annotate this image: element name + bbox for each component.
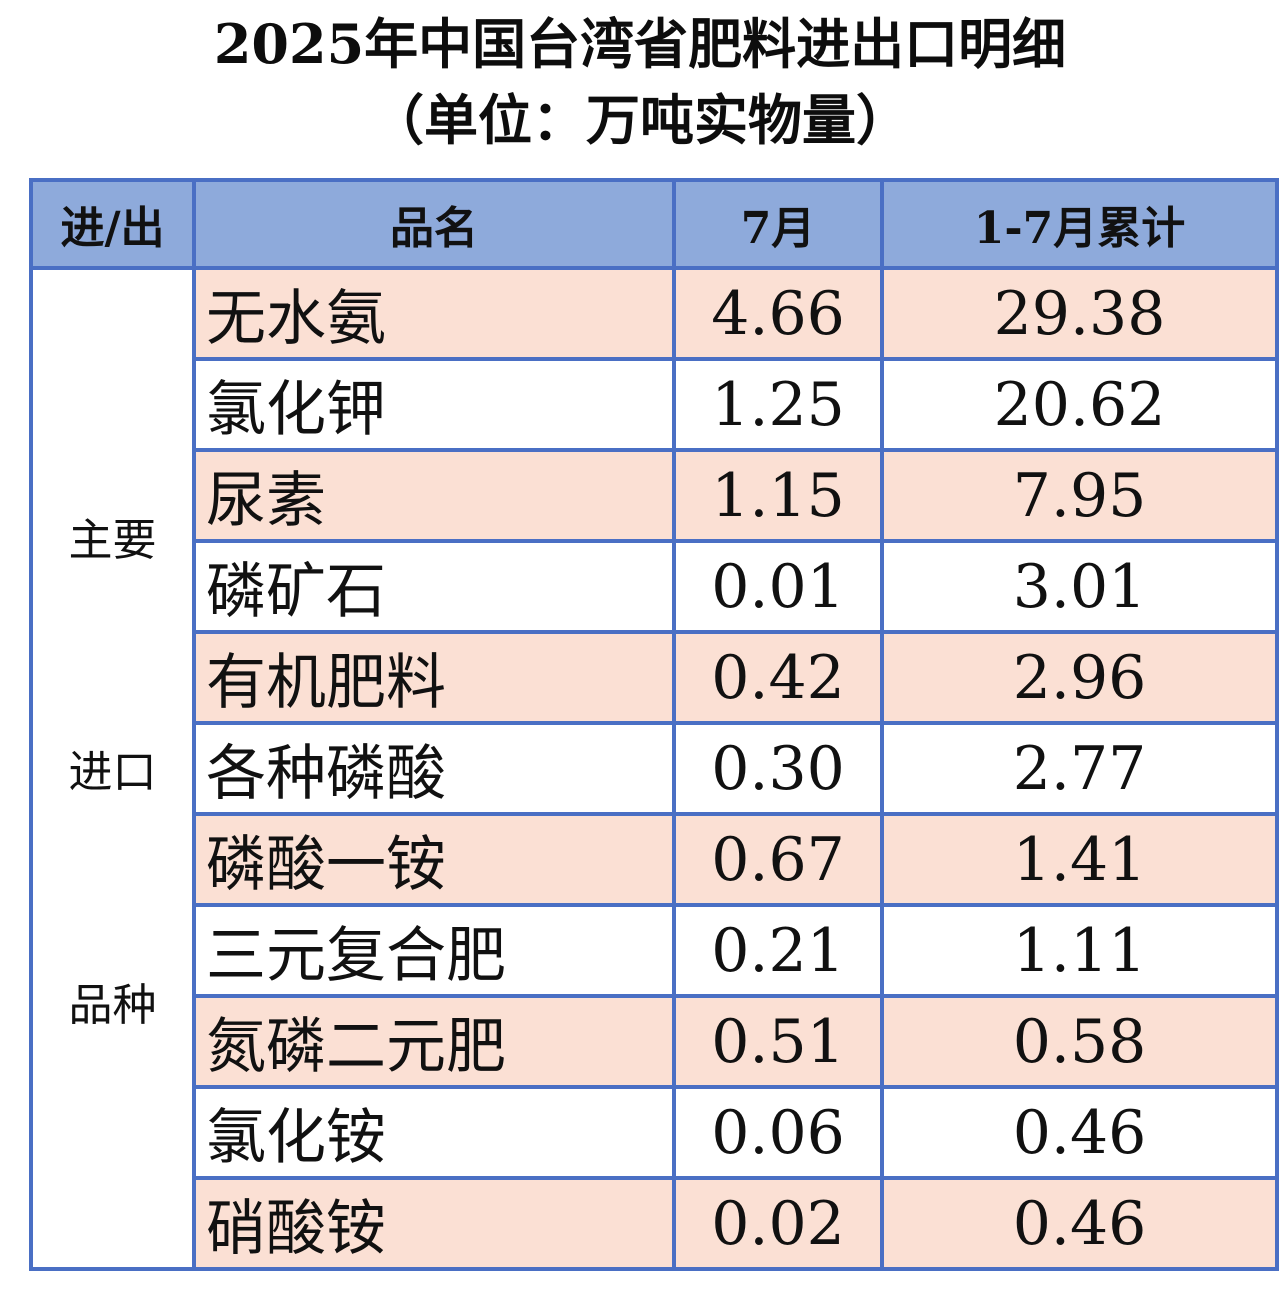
category-label-line: 进口: [68, 747, 157, 799]
page-subtitle: （单位：万吨实物量）: [370, 88, 910, 152]
table-row: 氯化钾 1.25 20.62: [31, 357, 1279, 452]
category-label-line: 主要: [68, 515, 157, 567]
category-cell-main-imports: 主要 进口 品种: [29, 266, 196, 1271]
header-direction: 进/出: [29, 178, 196, 270]
header-product-name: 品名: [192, 178, 676, 270]
table-row: 磷酸一铵 0.67 1.41: [31, 812, 1279, 907]
table-row: 主要 进口 品种 无水氨 4.66 29.38: [29, 266, 1279, 1271]
july-value-cell: 0.67: [672, 812, 884, 907]
product-name-cell: 磷矿石: [192, 539, 676, 634]
table-row: 氮磷二元肥 0.51 0.58: [31, 994, 1279, 1089]
table-row: 氯化铵 0.06 0.46: [31, 1085, 1279, 1180]
fertilizer-trade-table: 进/出 品名 7月 1-7月累计 主要 进口 品种 无水氨 4.66 29.38 氯化钾 1.…: [29, 178, 1279, 1271]
july-value-cell: 0.02: [672, 1176, 884, 1271]
july-value-cell: 0.21: [672, 903, 884, 998]
ytd-value-cell: 29.38: [880, 266, 1279, 361]
product-name-cell: 氯化钾: [192, 357, 676, 452]
july-value-cell: 1.15: [672, 448, 884, 543]
july-value-cell: 0.51: [672, 994, 884, 1089]
product-name-cell: 氮磷二元肥: [192, 994, 676, 1089]
product-name-cell: 磷酸一铵: [192, 812, 676, 907]
table-row: 有机肥料 0.42 2.96: [31, 630, 1279, 725]
july-value-cell: 0.42: [672, 630, 884, 725]
table-header-row: 进/出 品名 7月 1-7月累计: [29, 178, 1279, 270]
ytd-value-cell: 0.46: [880, 1085, 1279, 1180]
product-name-cell: 无水氨: [192, 266, 676, 361]
ytd-value-cell: 20.62: [880, 357, 1279, 452]
ytd-value-cell: 1.41: [880, 812, 1279, 907]
ytd-value-cell: 7.95: [880, 448, 1279, 543]
july-value-cell: 0.01: [672, 539, 884, 634]
table-row: 尿素 1.15 7.95: [31, 448, 1279, 543]
table-row: 硝酸铵 0.02 0.46: [31, 1176, 1279, 1271]
ytd-value-cell: 2.96: [880, 630, 1279, 725]
july-value-cell: 1.25: [672, 357, 884, 452]
table-row: 三元复合肥 0.21 1.11: [31, 903, 1279, 998]
product-name-cell: 氯化铵: [192, 1085, 676, 1180]
table-body: 主要 进口 品种 无水氨 4.66 29.38 氯化钾 1.25 20.62 尿素 1.15 7.95…: [29, 266, 1279, 1271]
ytd-value-cell: 0.58: [880, 994, 1279, 1089]
july-value-cell: 0.06: [672, 1085, 884, 1180]
july-value-cell: 0.30: [672, 721, 884, 816]
product-name-cell: 各种磷酸: [192, 721, 676, 816]
page-title: 2025年中国台湾省肥料进出口明细: [213, 12, 1067, 76]
ytd-value-cell: 3.01: [880, 539, 1279, 634]
ytd-value-cell: 1.11: [880, 903, 1279, 998]
header-jan-jul-total: 1-7月累计: [880, 178, 1279, 270]
category-label-line: 品种: [68, 979, 157, 1031]
product-name-cell: 尿素: [192, 448, 676, 543]
header-july: 7月: [672, 178, 884, 270]
july-value-cell: 4.66: [672, 266, 884, 361]
table-row: 磷矿石 0.01 3.01: [31, 539, 1279, 634]
product-name-cell: 硝酸铵: [192, 1176, 676, 1271]
ytd-value-cell: 0.46: [880, 1176, 1279, 1271]
product-name-cell: 三元复合肥: [192, 903, 676, 998]
product-name-cell: 有机肥料: [192, 630, 676, 725]
ytd-value-cell: 2.77: [880, 721, 1279, 816]
table-row: 各种磷酸 0.30 2.77: [31, 721, 1279, 816]
